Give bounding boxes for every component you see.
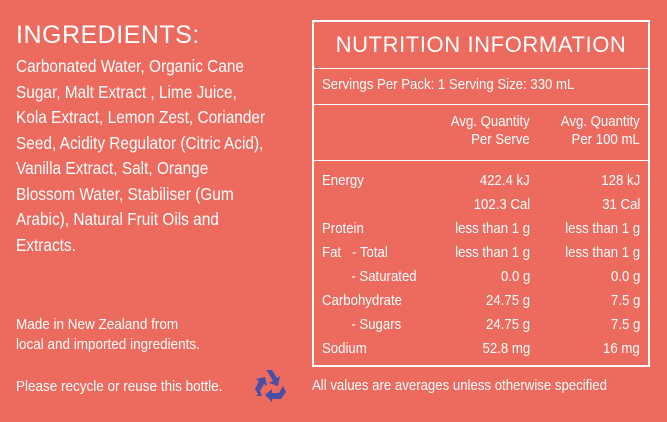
divider (314, 68, 648, 69)
header-line: Avg. Quantity (560, 113, 640, 130)
ingredients-section: INGREDIENTS: Carbonated Water, Organic C… (16, 20, 306, 258)
ingredients-line: Kola Extract, Lemon Zest, Coriander (16, 107, 266, 127)
ingredients-line: Carbonated Water, Organic Cane (16, 56, 244, 76)
ingredients-line: Sugar, Malt Extract , Lime Juice, (16, 81, 237, 102)
per-100ml-value: 0.0 g (610, 268, 640, 285)
per-100ml-value: less than 1 g (565, 244, 640, 261)
per-serve-value: 24.75 g (485, 316, 530, 333)
per-100ml-value: 128 kJ (601, 172, 640, 189)
nutrition-footnote: All values are averages unless otherwise… (312, 377, 607, 394)
origin-line: Made in New Zealand from (16, 316, 179, 333)
per-100ml-value: 31 Cal (601, 196, 640, 213)
servings-info: Servings Per Pack: 1 Serving Size: 330 m… (322, 76, 575, 93)
table-row: - Saturated 0.0 g 0.0 g (314, 268, 648, 292)
recycle-icon (255, 370, 286, 402)
ingredients-line: Arabic), Natural Fruit Oils and (16, 209, 219, 229)
row-label: - Saturated (322, 268, 417, 285)
row-label: Energy (322, 172, 364, 189)
table-row: Energy 422.4 kJ 128 kJ (314, 172, 648, 196)
origin-line: local and imported ingredients. (16, 336, 200, 353)
per-serve-value: 102.3 Cal (473, 196, 530, 213)
ingredients-line: Extracts. (16, 234, 76, 255)
per-serve-value: 422.4 kJ (480, 172, 530, 189)
per-100ml-value: 16 mg (603, 340, 640, 357)
row-label: Protein (322, 220, 364, 237)
per-100ml-value: 7.5 g (610, 316, 640, 333)
per-serve-value: 52.8 mg (482, 340, 530, 357)
table-row: - Sugars 24.75 g 7.5 g (314, 316, 648, 340)
per-serve-header: Avg. Quantity Per Serve (451, 113, 530, 149)
per-100ml-value: 7.5 g (610, 292, 640, 309)
header-line: Per 100 mL (571, 131, 640, 148)
header-line: Avg. Quantity (450, 113, 530, 130)
ingredients-line: Vanilla Extract, Salt, Orange (16, 158, 209, 178)
divider (314, 160, 648, 161)
per-serve-value: less than 1 g (455, 220, 530, 237)
row-label: - Sugars (322, 316, 402, 333)
table-row: Sodium 52.8 mg 16 mg (314, 340, 648, 364)
table-row: 102.3 Cal 31 Cal (314, 196, 648, 220)
origin-statement: Made in New Zealand from local and impor… (16, 315, 268, 355)
divider (314, 104, 648, 105)
row-label: Fat - Total (322, 244, 388, 261)
ingredients-line: Seed, Acidity Regulator (Citric Acid), (16, 132, 264, 153)
per-serve-value: 0.0 g (500, 268, 530, 285)
ingredients-heading: INGREDIENTS: (16, 21, 200, 49)
ingredients-line: Blossom Water, Stabiliser (Gum (16, 183, 234, 204)
per-100ml-value: less than 1 g (565, 220, 640, 237)
header-line: Per Serve (471, 131, 530, 148)
per-100ml-header: Avg. Quantity Per 100 mL (561, 113, 640, 149)
recycle-text: Please recycle or reuse this bottle. (16, 378, 223, 395)
nutrition-panel: NUTRITION INFORMATION Servings Per Pack:… (312, 20, 650, 367)
table-row: Fat - Total less than 1 g less than 1 g (314, 244, 648, 268)
row-label: Carbohydrate (322, 292, 402, 309)
per-serve-value: less than 1 g (455, 244, 530, 261)
per-serve-value: 24.75 g (485, 292, 530, 309)
ingredients-list: Carbonated Water, Organic Cane Sugar, Ma… (16, 54, 306, 258)
table-row: Protein less than 1 g less than 1 g (314, 220, 648, 244)
row-label: Sodium (322, 340, 367, 357)
table-row: Carbohydrate 24.75 g 7.5 g (314, 292, 648, 316)
nutrition-title: NUTRITION INFORMATION (335, 32, 627, 57)
